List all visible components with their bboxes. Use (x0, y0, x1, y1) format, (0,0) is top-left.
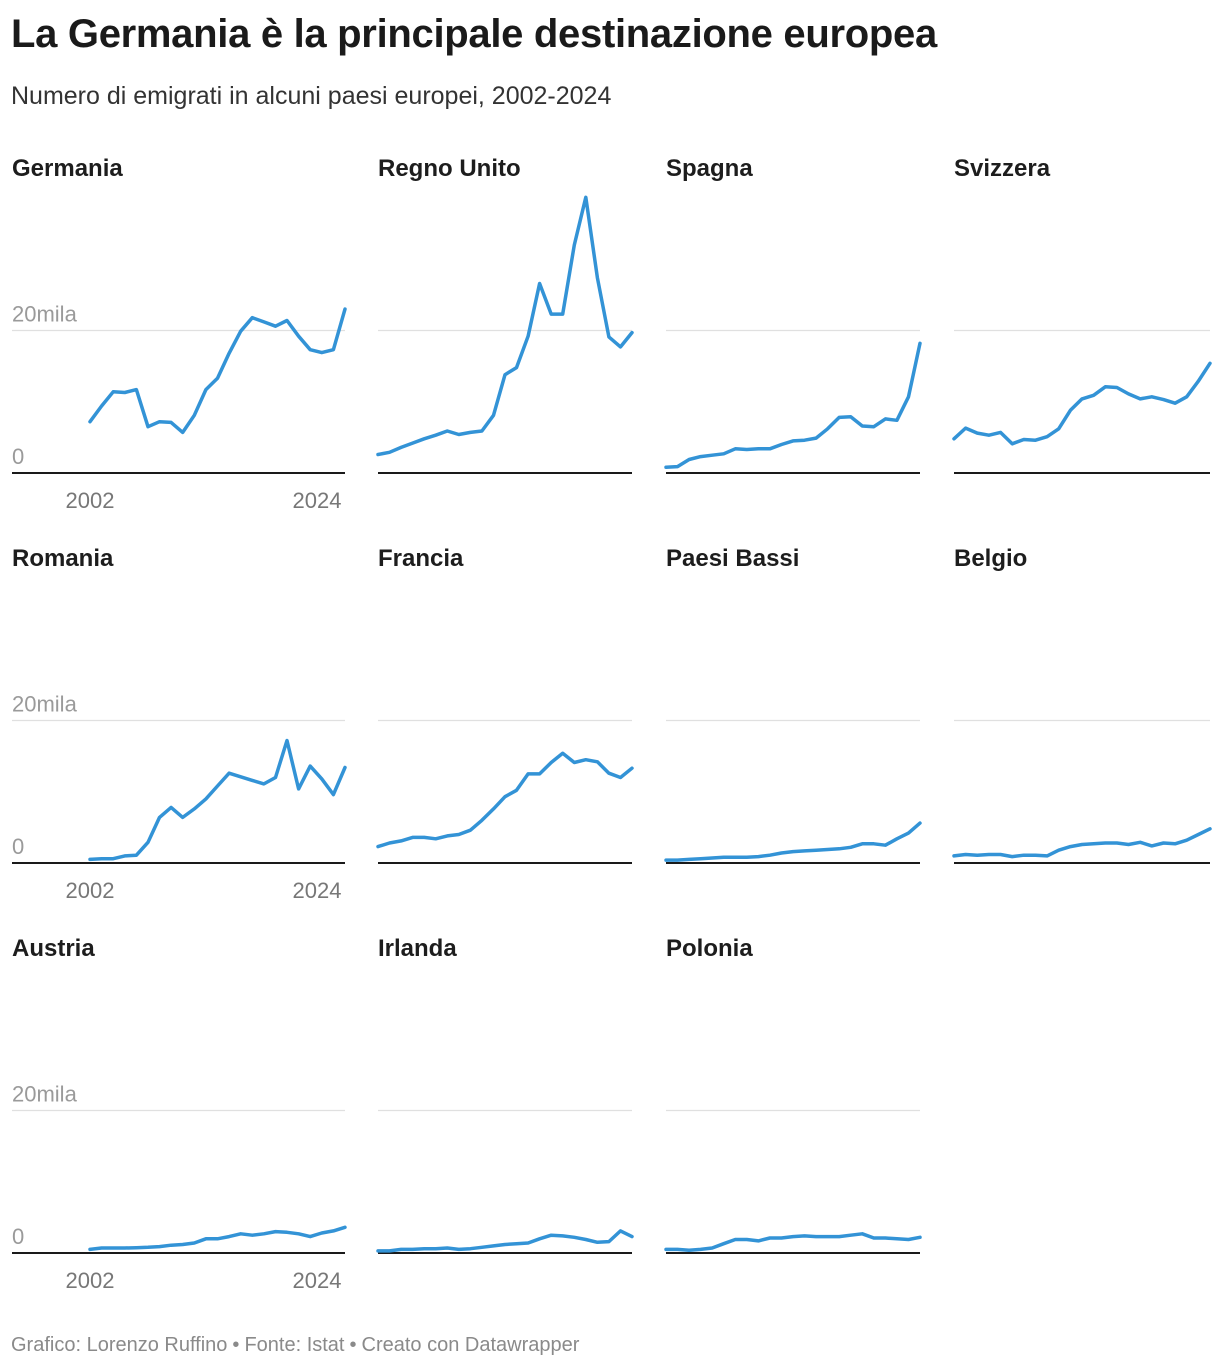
panel-title: Francia (378, 545, 464, 572)
panel-title: Regno Unito (378, 155, 521, 182)
x-tick-label: 2002 (66, 488, 115, 513)
y-tick-label: 20mila (12, 692, 78, 717)
x-tick-label: 2024 (293, 1268, 342, 1293)
series-line-irlanda (376, 1229, 634, 1253)
panel-title: Germania (12, 155, 123, 182)
x-tick-label: 2024 (293, 878, 342, 903)
panel-title: Svizzera (954, 155, 1051, 182)
panel-title: Austria (12, 935, 95, 962)
series-line-regno-unito (376, 195, 634, 457)
series-line-austria (88, 1225, 347, 1252)
x-tick-label: 2002 (66, 1268, 115, 1293)
series-line-belgio (952, 827, 1212, 859)
series-line-germania (88, 307, 347, 435)
small-multiples-chart: 20mila 0 2002 2024 20mila 0 2002 2024 20mila 0 200… (12, 195, 1212, 1293)
series-line-paesi-bassi (664, 821, 922, 862)
series-line-svizzera (952, 361, 1212, 446)
panel-title: Paesi Bassi (666, 545, 800, 572)
y-tick-label: 20mila (12, 302, 78, 327)
panel-title: Belgio (954, 545, 1028, 572)
series-line-polonia (664, 1232, 922, 1252)
y-tick-label: 0 (12, 834, 24, 859)
y-tick-label: 0 (12, 1224, 24, 1249)
footer-credit: Grafico: Lorenzo Ruffino (11, 1334, 228, 1356)
chart-footer: Grafico: Lorenzo Ruffino • Fonte: Istat • Cr… (11, 1334, 579, 1357)
series-line-spagna (664, 341, 922, 470)
series-line-francia (376, 751, 634, 849)
x-tick-label: 2002 (66, 878, 115, 903)
y-tick-label: 0 (12, 444, 24, 469)
series-line-romania (88, 738, 347, 862)
panel-title: Irlanda (378, 935, 457, 962)
chart-title: La Germania è la principale destinazione… (11, 12, 937, 56)
panel-title: Romania (12, 545, 114, 572)
footer-tool: Creato con Datawrapper (361, 1334, 580, 1356)
y-tick-label: 20mila (12, 1082, 78, 1107)
footer-separator: • (232, 1334, 240, 1356)
chart-subtitle: Numero di emigrati in alcuni paesi europ… (11, 82, 612, 110)
footer-source: Fonte: Istat (244, 1334, 345, 1356)
panel-title: Polonia (666, 935, 753, 962)
panel-title: Spagna (666, 155, 753, 182)
x-tick-label: 2024 (293, 488, 342, 513)
footer-separator: • (349, 1334, 357, 1356)
